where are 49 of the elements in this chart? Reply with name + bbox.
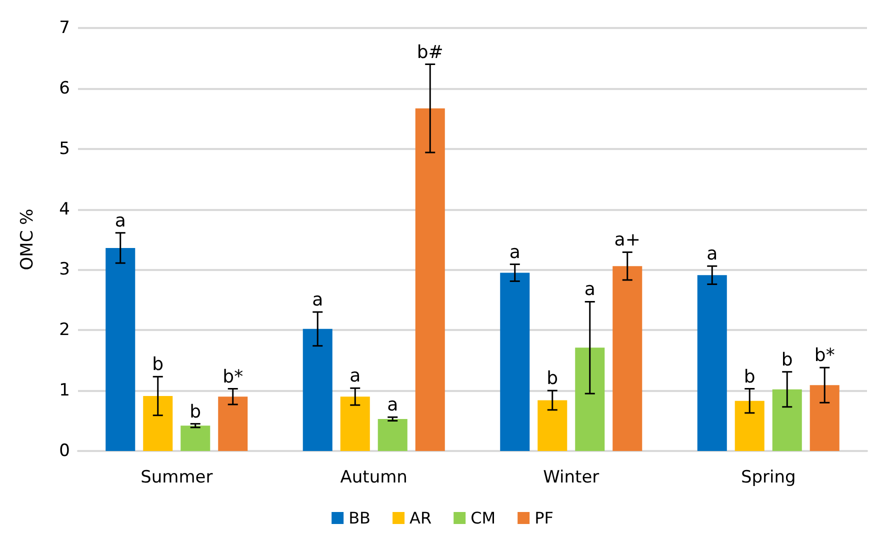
y-tick-label: 1 — [59, 380, 70, 401]
data-label: a — [387, 394, 398, 416]
y-tick-label: 2 — [59, 320, 70, 340]
bar — [378, 418, 408, 451]
legend-label: CM — [470, 508, 496, 528]
y-tick-label: 0 — [59, 441, 70, 461]
data-label: b* — [814, 345, 835, 366]
bar — [612, 266, 642, 451]
bar — [734, 400, 764, 451]
bar — [500, 272, 530, 451]
y-tick-label: 6 — [59, 78, 70, 98]
y-axis-title: OMC % — [18, 208, 38, 270]
bar — [218, 396, 248, 451]
data-label: b — [781, 349, 793, 370]
data-label: a — [509, 242, 520, 263]
data-label: a — [706, 244, 718, 265]
data-label: b — [546, 368, 558, 390]
bar — [106, 248, 136, 451]
bar — [697, 275, 727, 451]
legend-label: PF — [534, 508, 554, 528]
data-label: a — [584, 279, 596, 300]
bar — [772, 389, 802, 451]
data-label: b — [152, 354, 164, 376]
data-label: a — [114, 210, 126, 232]
bar — [302, 328, 332, 451]
legend-label: AR — [410, 508, 432, 528]
x-tick-label: Autumn — [340, 468, 408, 488]
y-tick-label: 4 — [59, 199, 70, 220]
bar — [180, 426, 210, 451]
legend-label: BB — [348, 508, 371, 528]
data-label: a — [312, 290, 324, 311]
y-tick-label: 5 — [59, 138, 70, 159]
x-tick-label: Spring — [740, 468, 796, 488]
y-tick-label: 3 — [59, 260, 70, 280]
bar — [143, 396, 173, 451]
x-tick-label: Winter — [543, 468, 600, 488]
bar — [340, 396, 370, 451]
data-label: b# — [416, 42, 444, 63]
bar — [538, 400, 568, 451]
data-label: b* — [222, 366, 244, 388]
data-label: b — [744, 366, 756, 388]
bar — [575, 348, 605, 451]
y-tick-label: 7 — [59, 18, 70, 38]
bar — [810, 385, 840, 451]
data-label: b — [190, 401, 202, 422]
x-tick-label: Summer — [140, 468, 213, 488]
bar — [415, 108, 445, 451]
data-label: a — [350, 366, 361, 387]
data-label: a+ — [614, 230, 640, 251]
